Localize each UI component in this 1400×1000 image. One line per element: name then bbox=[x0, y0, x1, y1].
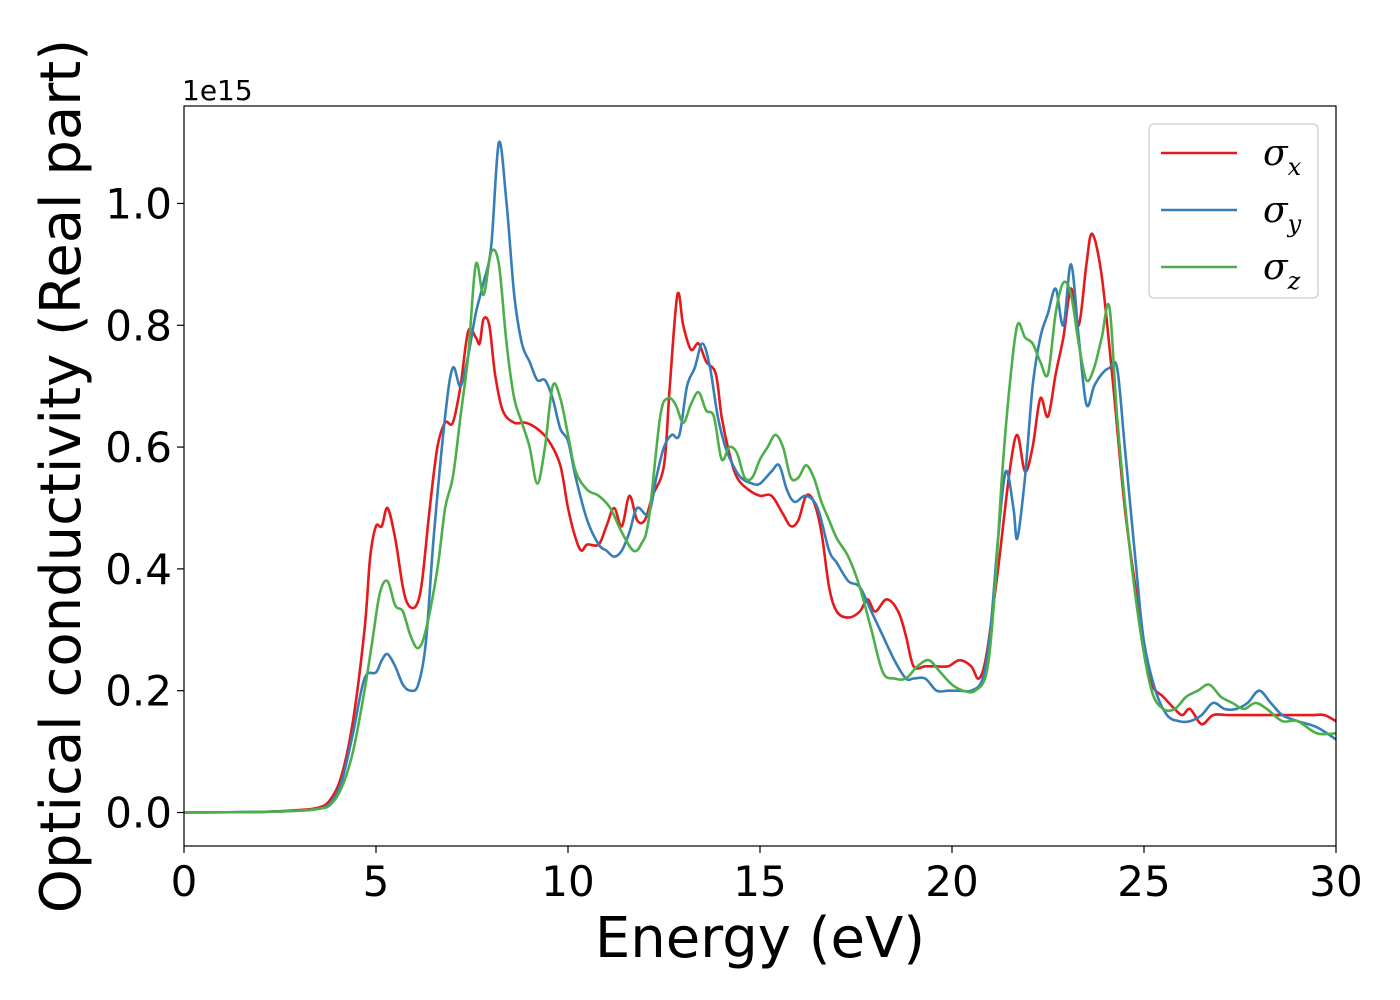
plot-background bbox=[184, 106, 1336, 846]
series-line-z bbox=[183, 248, 1337, 814]
x-axis-label: Energy (eV) bbox=[595, 906, 925, 971]
x-axis: 0 5 10 15 20 25 30 bbox=[171, 846, 1363, 906]
x-tick-label: 30 bbox=[1309, 857, 1362, 906]
y-tick-label: 0.8 bbox=[105, 301, 172, 350]
y-tick-label: 0.6 bbox=[105, 423, 172, 472]
x-tick-label: 10 bbox=[541, 857, 594, 906]
series-line-y bbox=[183, 140, 1337, 814]
y-tick-label: 0.4 bbox=[105, 545, 172, 594]
y-tick-label: 1.0 bbox=[105, 179, 172, 228]
y-tick-label: 0.2 bbox=[105, 667, 172, 716]
series-layer bbox=[183, 140, 1337, 814]
y-offset-label: 1e15 bbox=[182, 74, 253, 107]
x-tick-label: 20 bbox=[925, 857, 978, 906]
x-tick-label: 5 bbox=[363, 857, 390, 906]
y-axis: 0.0 0.2 0.4 0.6 0.8 1.0 bbox=[105, 179, 184, 838]
x-tick-label: 15 bbox=[733, 857, 786, 906]
y-tick-label: 0.0 bbox=[105, 789, 172, 838]
x-tick-label: 25 bbox=[1117, 857, 1170, 906]
x-tick-label: 0 bbox=[171, 857, 198, 906]
y-axis-label: Optical conductivity (Real part) bbox=[29, 39, 94, 913]
